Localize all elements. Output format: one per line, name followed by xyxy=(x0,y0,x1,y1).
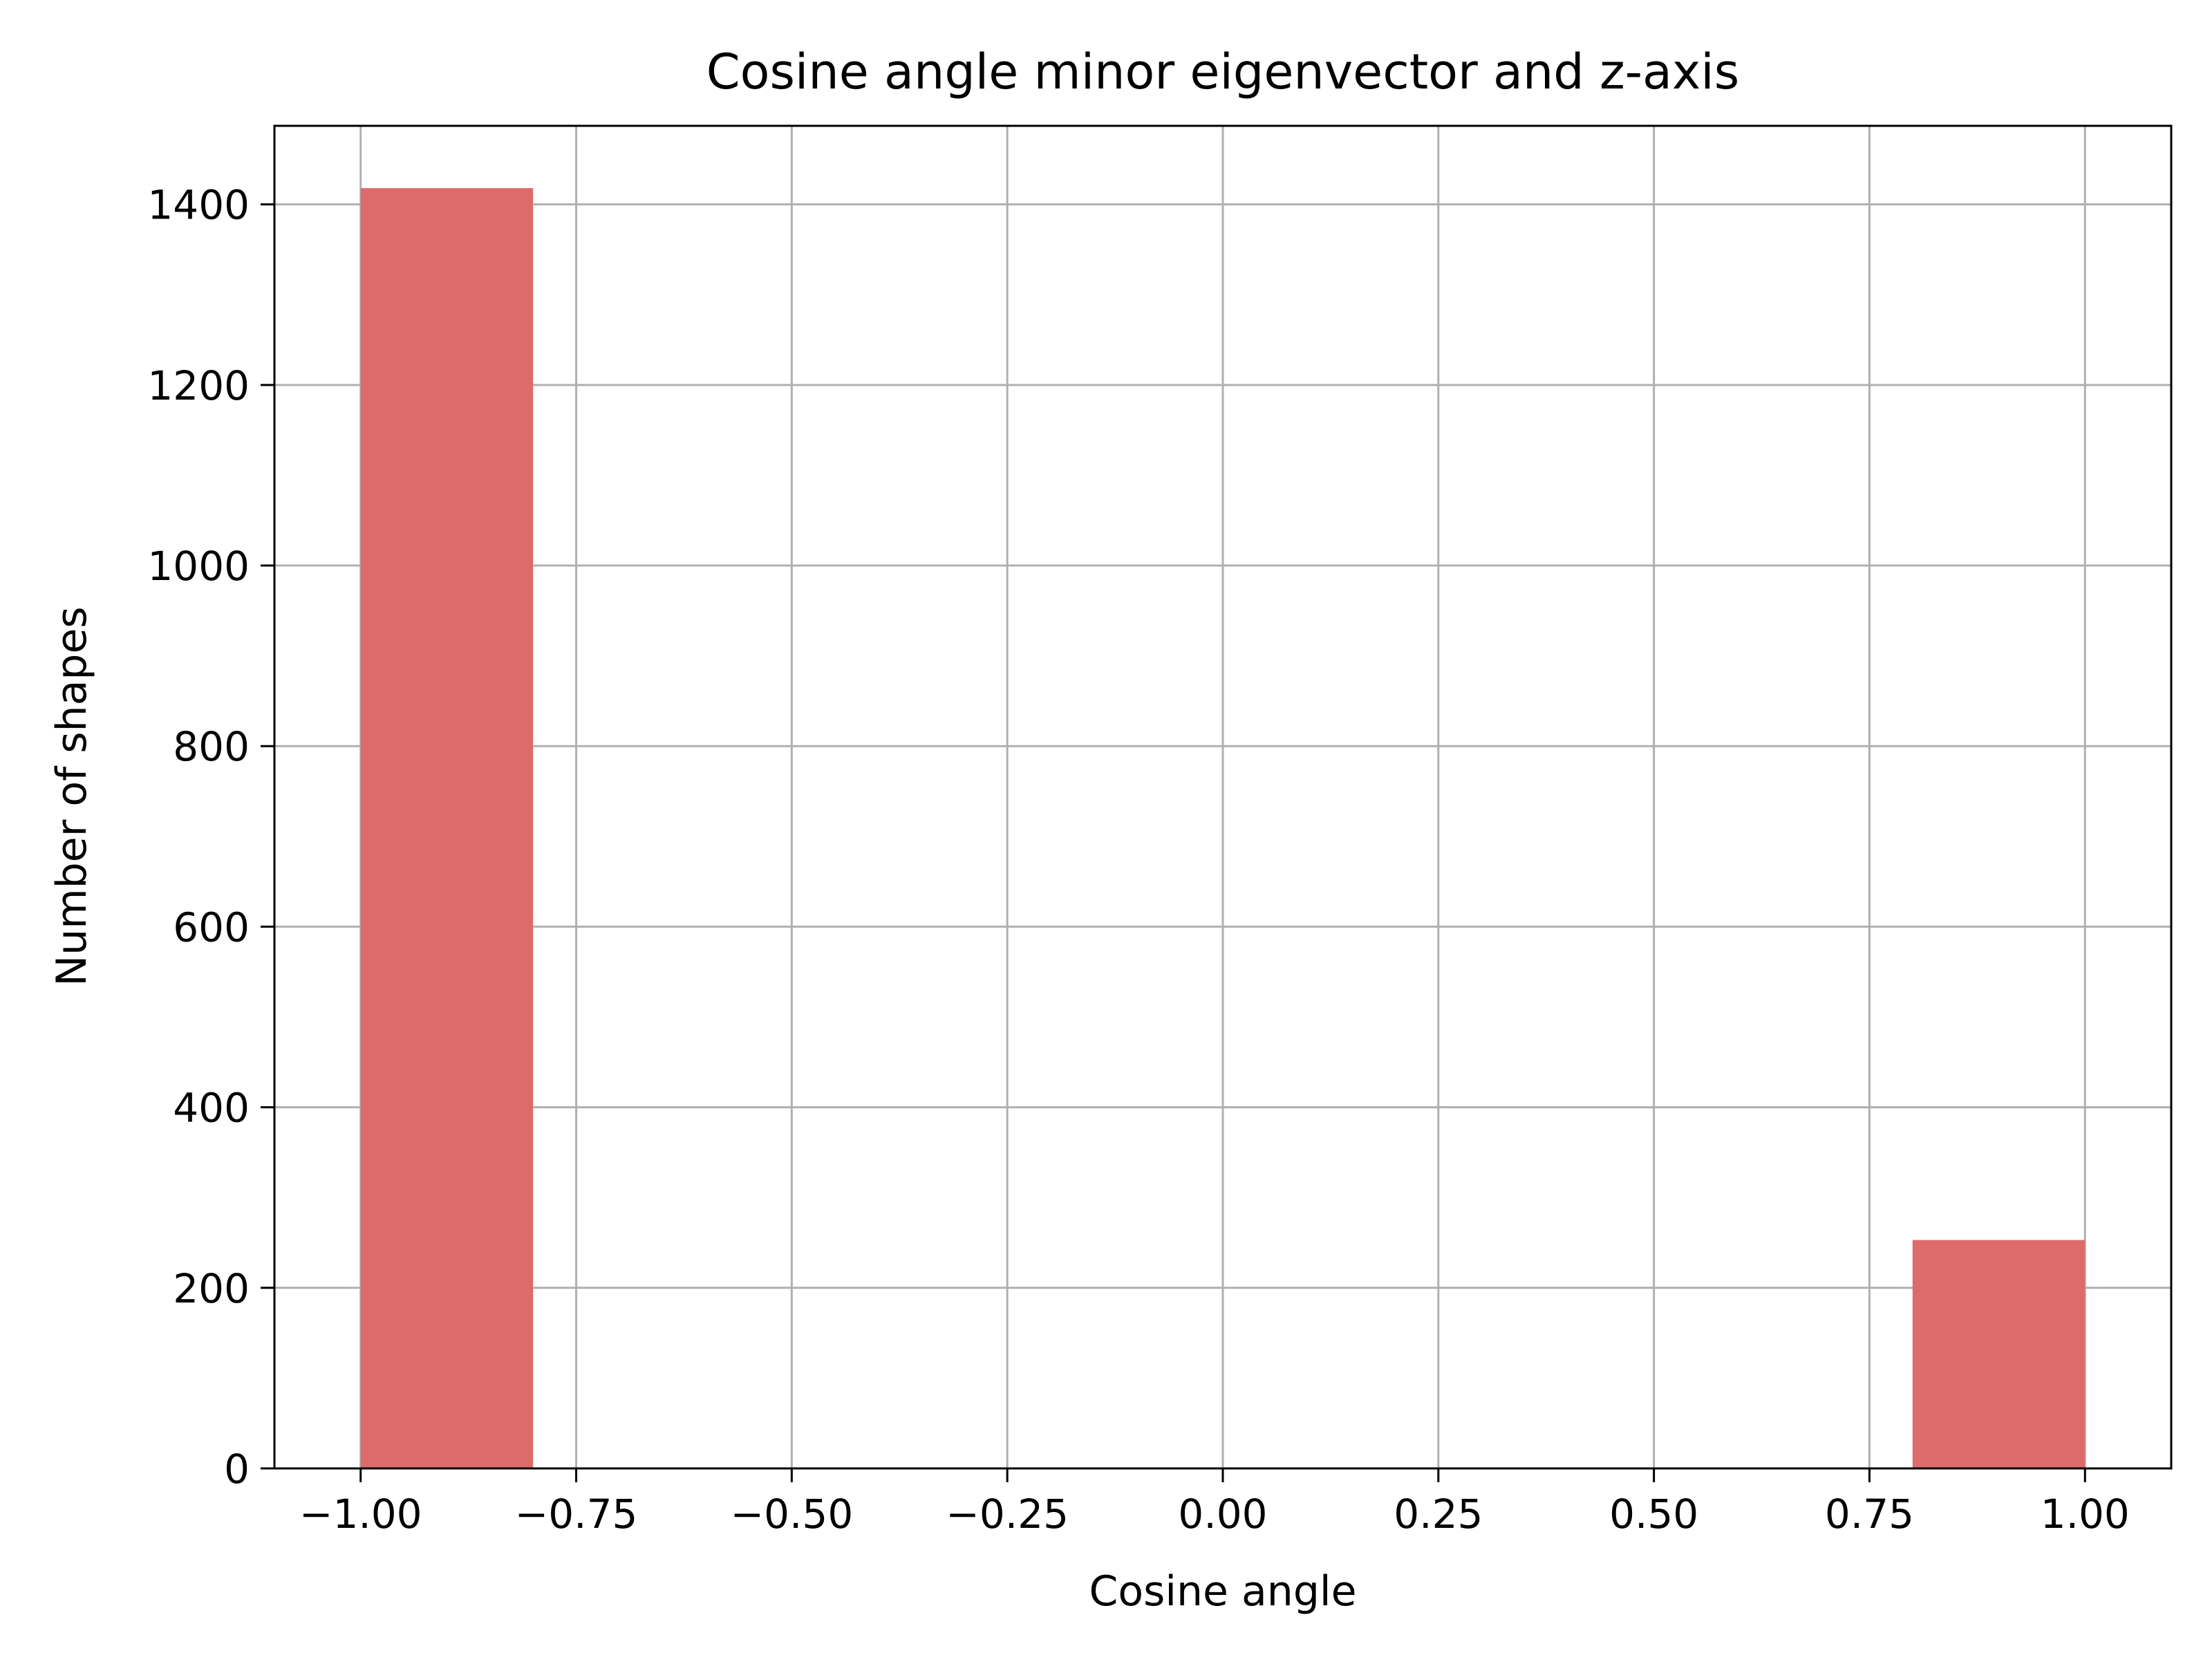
x-axis-label: Cosine angle xyxy=(1089,1567,1356,1616)
y-tick-label-2: 400 xyxy=(173,1085,250,1132)
x-tick-label-1: −0.75 xyxy=(515,1491,638,1538)
histogram-bar-9 xyxy=(1912,1240,2086,1468)
y-tick-label-1: 200 xyxy=(173,1265,250,1312)
y-tick-label-3: 600 xyxy=(173,904,250,951)
y-tick-label-7: 1400 xyxy=(147,182,250,229)
grid-lines xyxy=(274,126,2171,1470)
y-tick-label-0: 0 xyxy=(224,1446,250,1493)
x-tick-label-8: 1.00 xyxy=(2041,1491,2130,1538)
x-tick-label-2: −0.50 xyxy=(730,1491,853,1538)
x-axis-ticks: −1.00 −0.75 −0.50 −0.25 0.00 0.25 0.50 0.75 1.00 xyxy=(299,1468,2130,1538)
x-tick-label-5: 0.25 xyxy=(1394,1491,1483,1538)
histogram-bars xyxy=(360,188,2086,1468)
chart-title: Cosine angle minor eigenvector and z-axi… xyxy=(706,44,1739,100)
x-tick-label-6: 0.50 xyxy=(1609,1491,1698,1538)
y-tick-label-6: 1200 xyxy=(147,362,250,409)
y-tick-label-4: 800 xyxy=(173,723,250,770)
x-tick-label-0: −1.00 xyxy=(299,1491,422,1538)
x-tick-label-4: 0.00 xyxy=(1178,1491,1267,1538)
x-tick-label-3: −0.25 xyxy=(946,1491,1069,1538)
y-axis-ticks: 0 200 400 600 800 1000 1200 1400 xyxy=(147,182,274,1493)
y-tick-label-5: 1000 xyxy=(147,543,250,590)
y-axis-label: Number of shapes xyxy=(48,606,96,986)
x-tick-label-7: 0.75 xyxy=(1825,1491,1914,1538)
histogram-bar-0 xyxy=(360,188,534,1468)
